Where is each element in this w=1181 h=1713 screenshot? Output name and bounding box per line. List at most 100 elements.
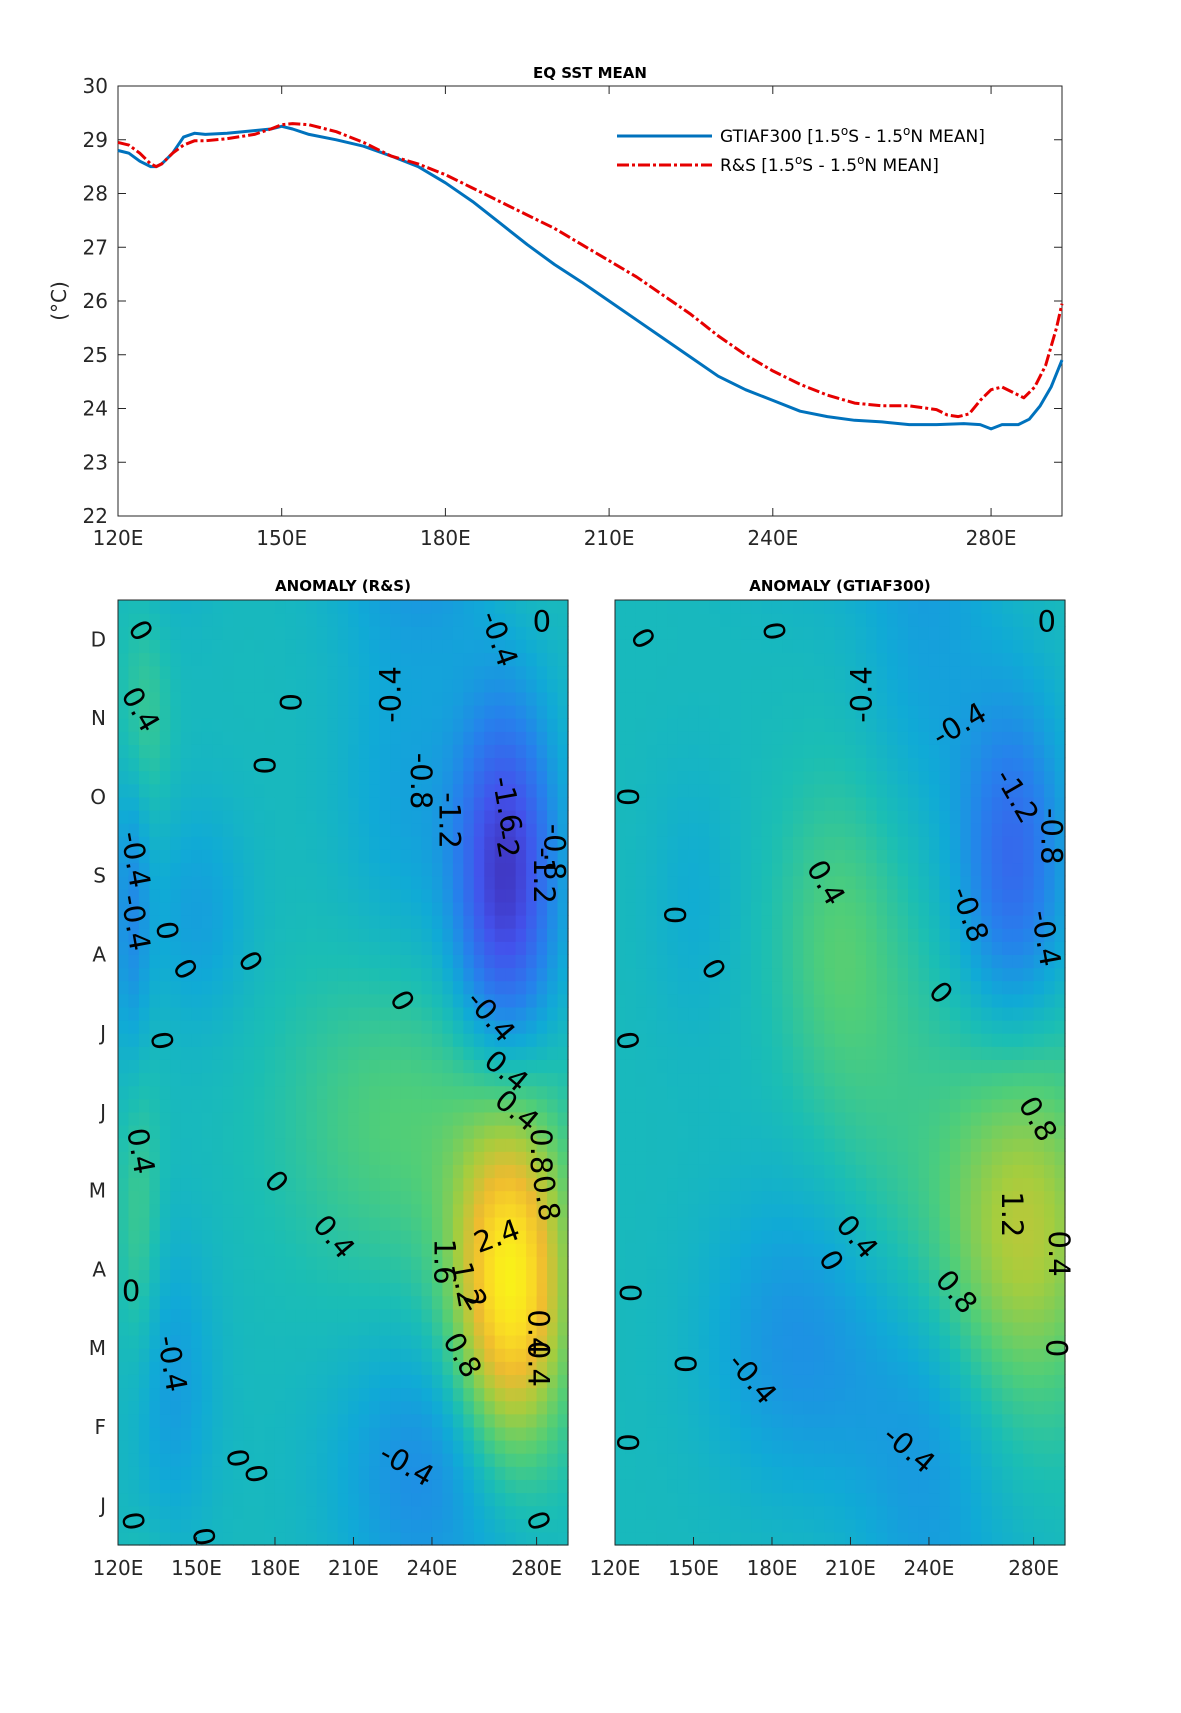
heatmap-cell [803, 1269, 815, 1284]
heatmap-cell [751, 652, 763, 667]
heatmap-cell [771, 1006, 784, 1021]
heatmap-cell [505, 836, 517, 850]
heatmap-cell [845, 1256, 857, 1270]
heatmap-cell [751, 1466, 763, 1480]
heatmap-cell [431, 1374, 444, 1389]
heatmap-cell [442, 613, 454, 627]
heatmap-cell [494, 757, 506, 772]
heatmap-cell [138, 1085, 150, 1100]
heatmap-cell [625, 1230, 637, 1244]
heatmap-cell [285, 626, 297, 640]
heatmap-cell [803, 862, 815, 877]
heatmap-cell [222, 1531, 234, 1546]
heatmap-cell [274, 1243, 287, 1257]
heatmap-cell [128, 1282, 140, 1297]
heatmap-cell [557, 1505, 569, 1520]
heatmap-cell [526, 1006, 538, 1021]
heatmap-cell [730, 1151, 742, 1165]
heatmap-cell [295, 639, 307, 654]
heatmap-cell [646, 954, 658, 969]
heatmap-cell [337, 1374, 349, 1389]
heatmap-cell [740, 1072, 752, 1087]
heatmap-cell [348, 678, 360, 693]
heatmap-cell [792, 1531, 804, 1546]
heatmap-cell [442, 600, 454, 614]
heatmap-cell [656, 1269, 668, 1284]
heatmap-cell [855, 1413, 867, 1428]
heatmap-cell [254, 1006, 266, 1021]
heatmap-cell [118, 1531, 130, 1546]
heatmap-cell [698, 691, 710, 706]
heatmap-cell [813, 691, 825, 706]
heatmap-cell [782, 1387, 794, 1402]
heatmap-cell [411, 1006, 423, 1021]
heatmap-cell [463, 941, 475, 955]
heatmap-cell [625, 862, 637, 877]
heatmap-cell [180, 1295, 192, 1310]
heatmap-cell [421, 980, 433, 995]
heatmap-cell [264, 1335, 276, 1349]
heatmap-cell [411, 1282, 423, 1297]
heatmap-cell [834, 1492, 846, 1507]
heatmap-cell [411, 810, 423, 824]
heatmap-cell [635, 731, 647, 745]
heatmap-cell [646, 1466, 658, 1480]
heatmap-cell [484, 1492, 496, 1507]
heatmap-cell [316, 1531, 328, 1546]
heatmap-cell [421, 1479, 433, 1494]
heatmap-cell [824, 1203, 836, 1218]
heatmap-cell [635, 1072, 647, 1087]
heatmap-cell [421, 888, 433, 903]
heatmap-cell [233, 915, 245, 929]
heatmap-cell [536, 1479, 548, 1494]
heatmap-cell [484, 652, 496, 667]
heatmap-cell [813, 1243, 825, 1257]
heatmap-cell [803, 849, 815, 864]
heatmap-cell [494, 1492, 506, 1507]
heatmap-cell [463, 1479, 475, 1494]
heatmap-cell [149, 1190, 161, 1205]
heatmap-cell [452, 1505, 464, 1520]
heatmap-cell [845, 1413, 857, 1428]
heatmap-cell [709, 1033, 721, 1047]
heatmap-cell [740, 691, 752, 706]
heatmap-cell [688, 626, 700, 640]
heatmap-cell [656, 980, 668, 995]
heatmap-cell [327, 1348, 339, 1362]
heatmap-cell [431, 1072, 444, 1087]
heatmap-cell [337, 1479, 349, 1494]
heatmap-cell [824, 770, 836, 785]
heatmap-cell [316, 1282, 328, 1297]
heatmap-cell [834, 928, 846, 942]
heatmap-cell [719, 1085, 731, 1100]
heatmap-cell [306, 1505, 318, 1520]
heatmap-cell [761, 1203, 773, 1218]
heatmap-cell [431, 1098, 444, 1113]
heatmap-cell [494, 796, 506, 811]
heatmap-cell [771, 1282, 784, 1297]
heatmap-cell [557, 1020, 569, 1034]
heatmap-cell [452, 967, 464, 982]
heatmap-cell [803, 1518, 815, 1533]
heatmap-cell [264, 862, 276, 877]
heatmap-cell [536, 1348, 548, 1362]
heatmap-cell [698, 1531, 710, 1546]
heatmap-cell [740, 1190, 752, 1205]
heatmap-cell [421, 1151, 433, 1165]
heatmap-cell [667, 1282, 679, 1297]
heatmap-cell [473, 1426, 485, 1441]
heatmap-cell [473, 1518, 485, 1533]
heatmap-cell [337, 1492, 349, 1507]
heatmap-cell [159, 639, 171, 654]
heatmap-cell [845, 1374, 857, 1389]
heatmap-cell [285, 1216, 297, 1231]
x-tick-label: 280E [966, 526, 1017, 550]
heatmap-cell [390, 613, 402, 627]
heatmap-cell [547, 1006, 559, 1021]
heatmap-cell [782, 1072, 794, 1087]
heatmap-cell [536, 1308, 548, 1323]
heatmap-cell [813, 836, 825, 850]
heatmap-cell [740, 705, 752, 719]
heatmap-cell [557, 731, 569, 745]
heatmap-cell [473, 1479, 485, 1494]
